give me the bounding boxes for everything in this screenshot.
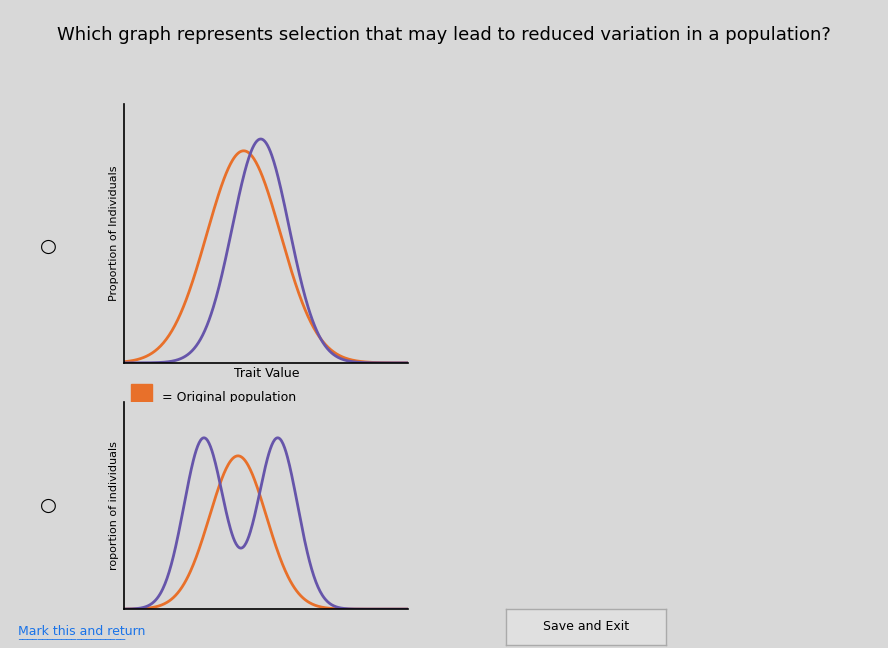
Text: = Population after selection: = Population after selection (162, 427, 336, 440)
Y-axis label: roportion of individuals: roportion of individuals (108, 441, 119, 570)
Text: ______________________: ______________________ (18, 631, 125, 640)
Text: = Original population: = Original population (162, 391, 296, 404)
X-axis label: Trait Value: Trait Value (234, 367, 299, 380)
FancyBboxPatch shape (131, 420, 153, 447)
Text: Mark this and return: Mark this and return (18, 625, 145, 638)
Text: Which graph represents selection that may lead to reduced variation in a populat: Which graph represents selection that ma… (57, 26, 831, 44)
FancyBboxPatch shape (131, 384, 153, 411)
Text: Save and Exit: Save and Exit (543, 620, 629, 634)
Y-axis label: Proportion of Individuals: Proportion of Individuals (108, 165, 119, 301)
Text: ○: ○ (40, 496, 57, 515)
Text: ○: ○ (40, 237, 57, 256)
